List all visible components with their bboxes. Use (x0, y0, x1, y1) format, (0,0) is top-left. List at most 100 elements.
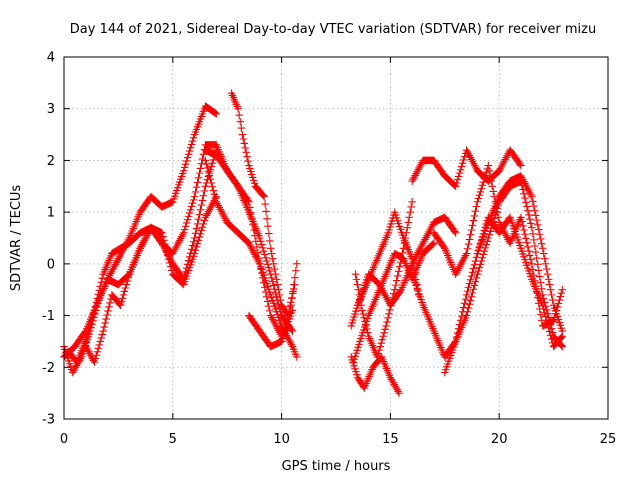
data-point (472, 202, 481, 211)
data-point (184, 150, 193, 159)
data-point (289, 287, 297, 296)
data-point (356, 296, 364, 304)
data-point (183, 153, 192, 162)
data-point (382, 322, 390, 330)
data-point (472, 274, 481, 282)
data-point (269, 260, 278, 268)
data-point (267, 274, 276, 282)
data-point (536, 230, 544, 238)
data-point (269, 281, 278, 290)
data-point (543, 320, 552, 328)
data-point (253, 243, 261, 251)
data-point (264, 263, 273, 272)
data-point (349, 358, 358, 366)
data-point (481, 244, 490, 252)
y-tick-label: 0 (47, 257, 55, 272)
data-point (529, 265, 537, 274)
data-point (469, 285, 478, 293)
data-point (396, 258, 405, 266)
data-point (457, 312, 466, 320)
data-point (64, 354, 72, 362)
data-point (385, 310, 393, 318)
data-point (378, 335, 386, 344)
data-point (509, 222, 517, 230)
grid-lines (64, 57, 608, 419)
data-point (240, 139, 249, 148)
data-point (516, 160, 524, 168)
data-point (84, 333, 92, 341)
data-point (480, 175, 489, 183)
data-point (352, 307, 360, 315)
data-point (268, 296, 277, 305)
data-point (405, 213, 414, 222)
data-point (409, 273, 417, 281)
data-point (192, 183, 201, 191)
data-point (471, 207, 480, 215)
data-point (476, 260, 485, 269)
data-point (274, 285, 283, 294)
data-point (124, 273, 133, 282)
data-point (241, 144, 249, 152)
data-point (557, 324, 566, 332)
data-point (526, 251, 534, 260)
data-point (526, 215, 534, 223)
data-point (397, 253, 406, 262)
data-point (552, 306, 561, 315)
data-point (86, 327, 94, 335)
data-point (189, 238, 198, 246)
data-point (538, 291, 547, 299)
data-point (105, 303, 113, 311)
data-point (99, 327, 107, 335)
data-point (194, 215, 203, 223)
data-point (389, 294, 397, 302)
data-point (356, 337, 364, 346)
data-point (479, 250, 488, 259)
data-point (452, 333, 461, 341)
data-point (170, 195, 178, 203)
data-point (244, 196, 252, 205)
data-point (558, 285, 567, 294)
data-point (454, 324, 463, 333)
x-tick-label: 25 (600, 432, 617, 447)
data-point (272, 275, 281, 284)
series-track-7 (227, 89, 299, 320)
data-point (184, 256, 193, 265)
data-point (354, 285, 363, 294)
data-point (264, 282, 272, 291)
data-point (292, 267, 300, 275)
data-point (198, 155, 207, 163)
data-point (197, 201, 206, 209)
data-point (274, 300, 283, 309)
data-point (397, 228, 406, 237)
data-point (470, 212, 479, 220)
series-track-16 (408, 177, 567, 361)
data-point (523, 202, 531, 211)
data-point (182, 264, 191, 272)
y-tick-label: -1 (42, 309, 55, 324)
data-point (263, 293, 271, 301)
data-point (351, 365, 359, 373)
data-point (266, 291, 275, 299)
data-point (179, 229, 188, 237)
data-point (506, 213, 514, 222)
data-point (185, 253, 194, 261)
data-point (188, 199, 197, 207)
data-point (515, 238, 523, 247)
data-point (373, 353, 382, 361)
data-point (204, 167, 213, 176)
data-point (267, 293, 276, 302)
x-axis-ticks: 0 5 10 15 20 25 (60, 57, 616, 447)
data-point (103, 311, 111, 319)
data-point (352, 367, 360, 376)
data-point (198, 196, 207, 205)
data-point (355, 340, 363, 349)
data-point (187, 140, 196, 149)
data-point (357, 301, 365, 309)
y-axis-ticks: -3 -2 -1 0 1 2 3 4 (42, 51, 608, 428)
data-point (398, 249, 407, 257)
data-point (259, 274, 267, 282)
data-point (467, 272, 476, 280)
data-point (264, 297, 272, 306)
data-point (172, 189, 180, 198)
data-point (531, 206, 539, 215)
